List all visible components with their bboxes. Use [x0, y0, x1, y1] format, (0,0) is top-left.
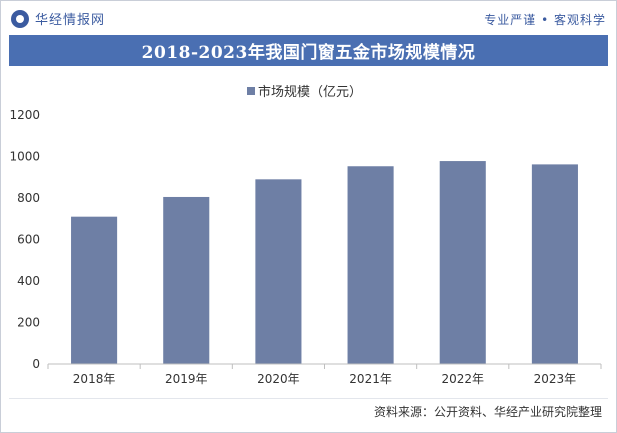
y-tick-label: 0 [32, 357, 40, 371]
legend-label: 市场规模（亿元） [258, 84, 362, 100]
bar-2018年 [71, 216, 118, 364]
y-tick-label: 400 [17, 274, 40, 288]
bar-2021年 [347, 166, 394, 364]
source-note: 资料来源：公开资料、华经产业研究院整理 [373, 405, 602, 419]
chart-title: 2018-2023年我国门窗五金市场规模情况 [141, 43, 476, 63]
x-tick-label: 2021年 [349, 372, 392, 386]
y-tick-label: 1000 [9, 150, 40, 164]
bar-2019年 [163, 196, 210, 364]
x-tick-label: 2020年 [257, 372, 300, 386]
brand-name: 华经情报网 [35, 13, 106, 28]
bar-2022年 [439, 161, 486, 364]
bar-chart: 市场规模（亿元） 0 200 400 600 800 1000 1200 2018年 2019… [9, 84, 602, 386]
x-tick-label: 2019年 [165, 372, 208, 386]
footer-divider [9, 398, 608, 399]
top-bar: 华经情报网 专业严谨 • 客观科学 [1, 1, 616, 35]
title-bar: 2018-2023年我国门窗五金市场规模情况 [9, 35, 608, 66]
brand-logo-icon [11, 9, 29, 28]
y-tick-label: 1200 [9, 108, 40, 122]
y-tick-label: 600 [17, 233, 40, 247]
bars [71, 161, 578, 364]
y-axis: 0 200 400 600 800 1000 1200 [9, 108, 40, 371]
legend-swatch [247, 87, 255, 95]
bar-2020年 [255, 179, 302, 364]
x-tick-label: 2018年 [73, 372, 116, 386]
bar-2023年 [531, 164, 578, 364]
slogan: 专业严谨 • 客观科学 [484, 13, 606, 27]
legend: 市场规模（亿元） [247, 84, 362, 100]
x-tick-label: 2022年 [441, 372, 484, 386]
brand: 华经情报网 [11, 9, 105, 28]
y-tick-label: 200 [17, 316, 40, 330]
x-axis: 2018年 2019年 2020年 2021年 2022年 2023年 [47, 363, 602, 386]
x-tick-label: 2023年 [534, 372, 577, 386]
y-tick-label: 800 [17, 191, 40, 205]
